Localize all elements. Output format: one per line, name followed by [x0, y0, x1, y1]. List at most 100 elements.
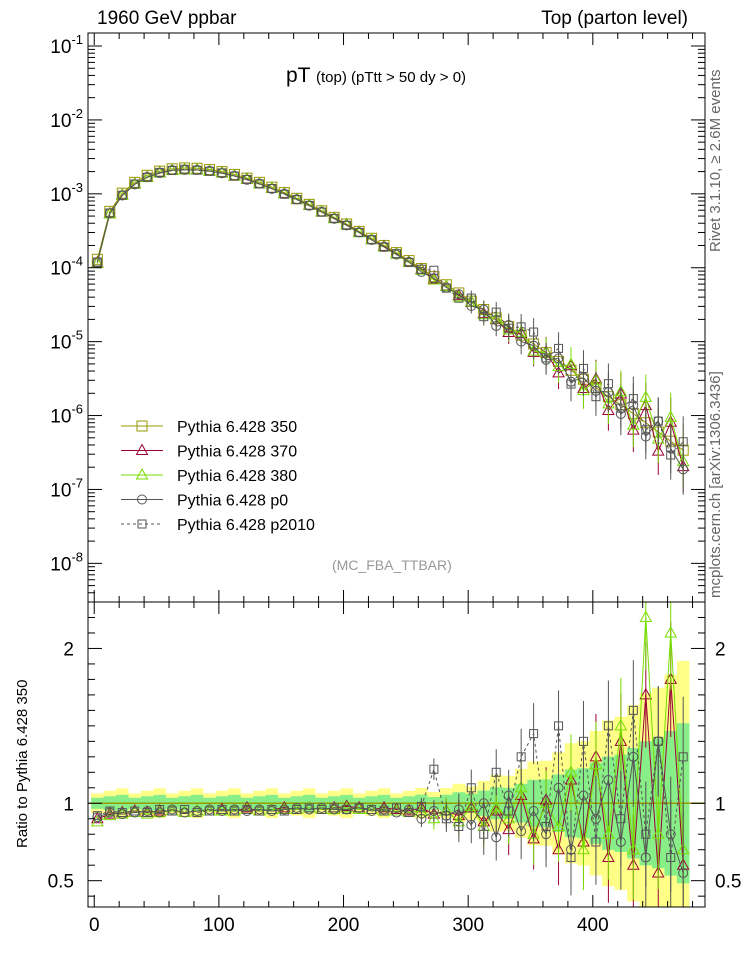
series-line [96, 168, 684, 456]
data-point [541, 353, 551, 363]
ratio-point [367, 804, 377, 814]
ratio-point [614, 718, 628, 731]
data-point [666, 450, 676, 460]
rivet-version-label: Rivet 3.1.10, ≥ 2.6M events [707, 69, 724, 253]
ratio-point [416, 801, 426, 811]
ratio-tick-label-right: 0.5 [715, 872, 741, 893]
data-point [479, 312, 489, 322]
ratio-point [639, 610, 653, 622]
data-point [452, 290, 466, 302]
ratio-point [215, 803, 229, 816]
legend-label: Pythia 6.428 370 [177, 444, 297, 461]
data-point [578, 363, 588, 373]
ratio-point [130, 806, 140, 816]
ratio-point [651, 827, 665, 839]
legend-marker [137, 519, 147, 529]
data-point [104, 205, 116, 217]
plot-title-sub: (top) (pTtt > 50 dy > 0) [315, 69, 467, 86]
ratio-point [454, 821, 464, 831]
ratio-point [229, 806, 239, 816]
ratio-point [428, 806, 439, 817]
data-point [603, 379, 613, 389]
ratio-point [142, 808, 152, 818]
data-point [367, 235, 377, 245]
data-point [242, 174, 252, 184]
ratio-point [254, 806, 264, 816]
series-line [96, 169, 684, 462]
legend-marker [135, 443, 149, 455]
analysis-label: (MC_FBA_TTBAR) [332, 557, 452, 573]
main-series-layer [91, 162, 690, 495]
x-tick-label: 0 [89, 915, 100, 936]
data-point [279, 189, 289, 199]
y-tick-label: 10-5 [50, 328, 83, 354]
ratio-tick-label-left: 0.5 [48, 872, 74, 893]
ratio-point [516, 752, 526, 762]
ratio-point [340, 800, 353, 813]
data-point [626, 418, 640, 430]
ratio-point [653, 736, 663, 746]
data-point [392, 249, 401, 259]
data-point [354, 227, 364, 237]
legend-label: Pythia 6.428 p2010 [177, 517, 315, 534]
x-tick-label: 300 [452, 915, 484, 936]
data-point [117, 190, 127, 200]
legend-marker [135, 467, 149, 480]
ratio-point [441, 814, 451, 824]
data-point [205, 166, 215, 176]
data-point [441, 283, 451, 293]
data-point [429, 265, 439, 275]
ratio-point [427, 811, 441, 824]
ratio-point [117, 808, 127, 818]
ratio-point [577, 842, 590, 855]
mcplots-label: mcplots.cern.ch [arXiv:1306.3436] [707, 371, 724, 598]
ratio-point [602, 827, 615, 839]
data-point [292, 195, 302, 205]
ratio-tick-label-left: 1 [63, 794, 74, 815]
ratio-point [616, 814, 626, 824]
y-tick-label: 10-8 [50, 549, 83, 575]
data-point [678, 437, 688, 447]
data-point [628, 394, 638, 404]
data-point [130, 179, 140, 189]
data-point [91, 253, 103, 265]
data-point [155, 167, 165, 177]
legend-marker [136, 420, 148, 432]
data-point [267, 183, 277, 193]
data-point [329, 213, 339, 223]
data-point [466, 293, 476, 303]
ratio-point [155, 804, 165, 814]
ratio-point [628, 705, 638, 715]
x-tick-label: 400 [577, 915, 609, 936]
ratio-tick-label-right: 2 [715, 639, 726, 660]
ratio-point [678, 752, 688, 762]
ratio-point [552, 819, 565, 831]
ratio-point [466, 783, 476, 793]
data-point [639, 390, 653, 402]
ratio-point [404, 808, 414, 818]
ratio-point [317, 804, 327, 814]
ratio-point [242, 804, 252, 814]
plot-title-main: pT [286, 64, 311, 87]
ratio-tick-label-right: 1 [715, 794, 726, 815]
ratio-point [564, 765, 578, 777]
data-point [317, 207, 327, 217]
ratio-point [529, 729, 539, 739]
y-tick-label: 10-2 [50, 106, 83, 132]
legend: Pythia 6.428 350 Pythia 6.428 370 Pythia 6… [121, 419, 315, 534]
series-s380 [91, 162, 690, 488]
y-tick-label: 10-3 [50, 180, 83, 206]
ratio-point [217, 804, 227, 814]
data-point [416, 264, 426, 274]
ratio-point [514, 780, 528, 793]
x-tick-label: 200 [328, 915, 360, 936]
x-tick-label: 100 [203, 915, 235, 936]
ratio-point [390, 803, 403, 816]
ratio-band-yellow [91, 660, 690, 907]
ratio-point [491, 767, 501, 777]
ratio-line [97, 710, 684, 858]
ratio-point [489, 800, 503, 813]
data-point [566, 379, 576, 389]
series-line [96, 167, 684, 451]
ratio-point [666, 852, 676, 862]
